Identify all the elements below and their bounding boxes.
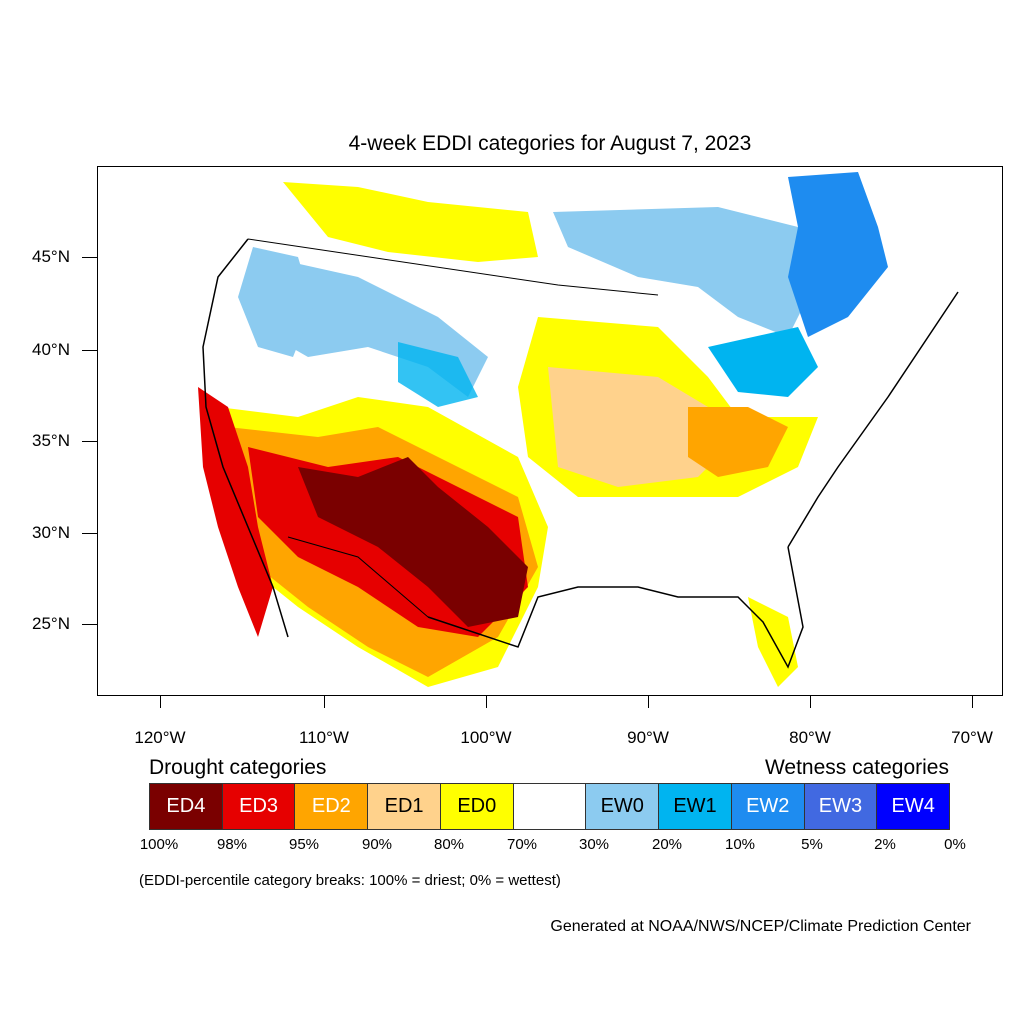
wet-area-colorado: [398, 342, 478, 407]
lat-tick-40: [82, 350, 97, 351]
pct-label-30: 30%: [578, 836, 610, 853]
lat-label-25: 25°N: [32, 614, 70, 633]
legend-cell-ed1: ED1: [368, 784, 441, 829]
lon-tick-120: [160, 696, 161, 708]
wet-area-quebec: [788, 172, 888, 337]
legend-cell-ew4: EW4: [877, 784, 950, 829]
dry-area-southwest-ed4: [298, 457, 528, 627]
lon-tick-110: [324, 696, 325, 708]
pct-label-20: 20%: [651, 836, 683, 853]
lat-label-45: 45°N: [32, 247, 70, 266]
legend-cell-ew1: EW1: [659, 784, 732, 829]
dry-area-ohio-valley: [688, 407, 788, 477]
dry-area-california: [198, 387, 273, 637]
wet-area-idaho: [238, 247, 313, 357]
eddi-map: [198, 172, 959, 687]
lon-tick-80: [810, 696, 811, 708]
lat-tick-30: [82, 533, 97, 534]
lat-tick-35: [82, 441, 97, 442]
lat-label-30: 30°N: [32, 523, 70, 542]
west-coast-line: [202, 238, 289, 638]
category-breaks-note: (EDDI-percentile category breaks: 100% =…: [139, 872, 561, 889]
lon-tick-100: [486, 696, 487, 708]
legend-cell-neutral: [513, 784, 587, 829]
generated-by-credit: Generated at NOAA/NWS/NCEP/Climate Predi…: [550, 918, 971, 935]
lon-label-110: 110°W: [299, 728, 349, 747]
pct-label-10: 10%: [724, 836, 756, 853]
pct-label-100: 100%: [139, 836, 179, 853]
lon-tick-70: [972, 696, 973, 708]
lat-tick-45: [82, 257, 97, 258]
us-canada-border: [247, 238, 659, 296]
mexico-border: [287, 536, 429, 618]
lon-label-100: 100°W: [460, 728, 512, 747]
legend-cell-ew3: EW3: [804, 784, 878, 829]
wetness-categories-title: Wetness categories: [764, 756, 949, 779]
legend-cell-ed4: ED4: [150, 784, 223, 829]
legend-color-bar: ED4 ED3 ED2 ED1 ED0 EW0 EW1 EW2 EW3 EW4: [149, 783, 950, 830]
legend-cell-ew0: EW0: [586, 784, 660, 829]
map-frame: [97, 166, 1003, 696]
east-coast-line: [787, 291, 959, 548]
legend-cell-ed3: ED3: [222, 784, 296, 829]
lon-label-80: 80°W: [789, 728, 831, 747]
pct-label-80: 80%: [433, 836, 465, 853]
pct-label-5: 5%: [801, 836, 823, 853]
pct-label-0: 0%: [944, 836, 966, 853]
pct-label-90: 90%: [361, 836, 393, 853]
legend-cell-ed2: ED2: [295, 784, 369, 829]
legend-cell-ed0: ED0: [440, 784, 514, 829]
pct-label-70: 70%: [506, 836, 538, 853]
gulf-coast-line: [427, 546, 804, 669]
lon-label-90: 90°W: [627, 728, 669, 747]
lat-label-40: 40°N: [32, 340, 70, 359]
wet-area-ontario: [708, 327, 818, 397]
lat-label-35: 35°N: [32, 431, 70, 450]
pct-label-95: 95%: [288, 836, 320, 853]
lon-label-120: 120°W: [134, 728, 186, 747]
lat-tick-25: [82, 624, 97, 625]
lon-label-70: 70°W: [951, 728, 993, 747]
dry-area-canada-prairie: [283, 182, 538, 262]
drought-categories-title: Drought categories: [149, 756, 327, 779]
legend-cell-ew2: EW2: [731, 784, 805, 829]
pct-label-2: 2%: [874, 836, 896, 853]
lon-tick-90: [648, 696, 649, 708]
pct-label-98: 98%: [216, 836, 248, 853]
map-title: 4-week EDDI categories for August 7, 202…: [348, 132, 752, 155]
wet-area-canada-lakes: [553, 207, 818, 337]
